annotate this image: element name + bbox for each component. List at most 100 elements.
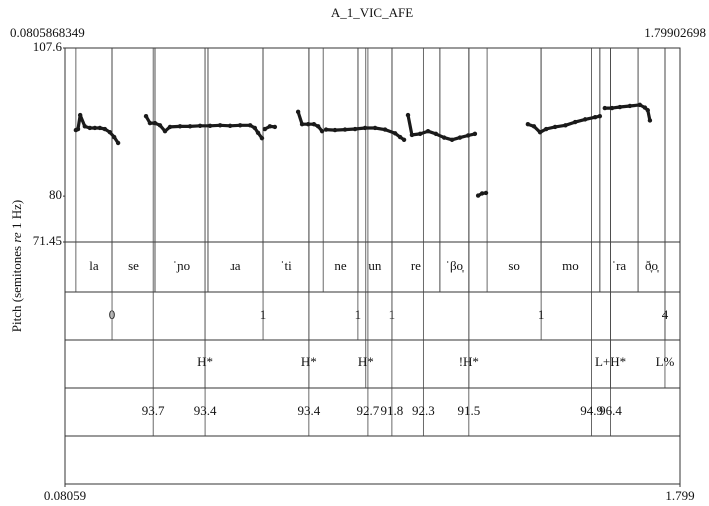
pitch-point (197, 123, 203, 129)
pitch-point (217, 123, 223, 128)
point-label: 93.4 (194, 403, 217, 418)
pitch-point (457, 135, 463, 140)
pitch-point (342, 127, 348, 132)
pitch-point (111, 134, 117, 140)
pitch-point (262, 126, 268, 132)
pitch-point (433, 131, 439, 137)
pitch-point (572, 119, 578, 125)
x-limit-right: 1.79902698 (644, 25, 706, 40)
pitch-point (627, 103, 633, 109)
pitch-point (647, 118, 653, 123)
x-limit-left: 0.0805868349 (10, 25, 85, 40)
pitch-point (143, 113, 149, 119)
interval-label: ˈra (612, 258, 627, 273)
pitch-point (382, 127, 388, 132)
y-tick-label: 80 (49, 187, 62, 202)
pitch-point (77, 112, 83, 118)
pitch-point (602, 105, 608, 111)
interval-label: ð̞o̞ (645, 258, 660, 273)
point-label: 94.9 (580, 403, 603, 418)
point-label: 0 (109, 307, 116, 322)
pitch-point (97, 125, 103, 131)
pitch-point (115, 140, 121, 146)
pitch-point (392, 131, 398, 136)
pitch-point (255, 130, 261, 135)
pitch-point (525, 122, 531, 127)
x-tick-label: 1.799 (665, 488, 694, 503)
pitch-point (87, 125, 93, 131)
pitch-point (425, 128, 431, 134)
pitch-point (479, 191, 485, 196)
pitch-point (372, 125, 378, 131)
pitch-point (472, 131, 478, 137)
pitch-point (267, 124, 273, 129)
x-tick-label: 0.08059 (44, 488, 86, 503)
pitch-point (417, 131, 423, 137)
point-label: H* (358, 354, 374, 369)
pitch-point (642, 105, 648, 110)
pitch-point (252, 125, 258, 131)
pitch-point (259, 135, 265, 141)
pitch-point (483, 190, 489, 196)
pitch-point (352, 126, 358, 132)
pitch-point (315, 124, 321, 129)
pitch-point (107, 130, 113, 135)
pitch-point (305, 122, 311, 127)
pitch-contour (74, 103, 652, 198)
point-label: 92.3 (412, 403, 435, 418)
pitch-point (441, 135, 447, 140)
interval-label: ɹa (230, 258, 240, 273)
pitch-point (597, 113, 603, 119)
pitch-point (82, 124, 88, 129)
interval-label: mo (562, 258, 579, 273)
pitch-point (177, 124, 183, 129)
pitch-point (563, 123, 568, 128)
point-label: 1 (260, 307, 267, 322)
frame (64, 47, 681, 485)
interval-label: ˈβo̞ (446, 258, 465, 273)
pitch-point (637, 102, 643, 108)
pitch-point (401, 137, 407, 142)
pitch-point (102, 126, 108, 132)
pitch-point (537, 130, 543, 135)
pitch-point (319, 128, 325, 134)
pitch-point (645, 108, 650, 113)
pitch-point (397, 134, 403, 140)
y-label-part: 1 Hz) (9, 200, 24, 233)
pitch-point (465, 133, 471, 138)
point-label: 93.4 (297, 403, 320, 418)
plot-frame (64, 47, 681, 485)
pitch-point (609, 105, 615, 111)
interval-label: un (368, 258, 382, 273)
y-label-part: re (9, 232, 24, 243)
point-label: 93.7 (142, 403, 165, 418)
pitch-point (552, 124, 558, 130)
pitch-point (299, 122, 305, 127)
pitch-point (617, 104, 623, 110)
pitch-point (323, 127, 329, 132)
pitch-point (332, 127, 338, 133)
pitch-point (75, 126, 81, 132)
pitch-point (311, 122, 317, 127)
pitch-point (582, 117, 588, 122)
pitch-point (531, 124, 537, 129)
pitch-point (405, 112, 411, 118)
pitch-point (237, 123, 243, 128)
point-label: 1 (355, 307, 362, 322)
interval-label: ne (334, 258, 347, 273)
pitch-point (543, 126, 549, 132)
interval-label: ˈti (280, 258, 292, 273)
point-label: 92.7 (357, 403, 380, 418)
y-tick-label: 107.6 (33, 39, 63, 54)
pitch-point (409, 132, 415, 138)
chart-title: A_1_VIC_AFE (331, 5, 413, 20)
pitch-point (187, 124, 193, 129)
point-label: L% (656, 354, 675, 369)
pitch-point (167, 124, 173, 130)
y-label-part: Pitch (semitones (9, 243, 24, 333)
pitch-point (295, 109, 301, 115)
interval-label: la (89, 258, 99, 273)
point-label: 91.5 (457, 403, 480, 418)
point-label: 96.4 (599, 403, 622, 418)
